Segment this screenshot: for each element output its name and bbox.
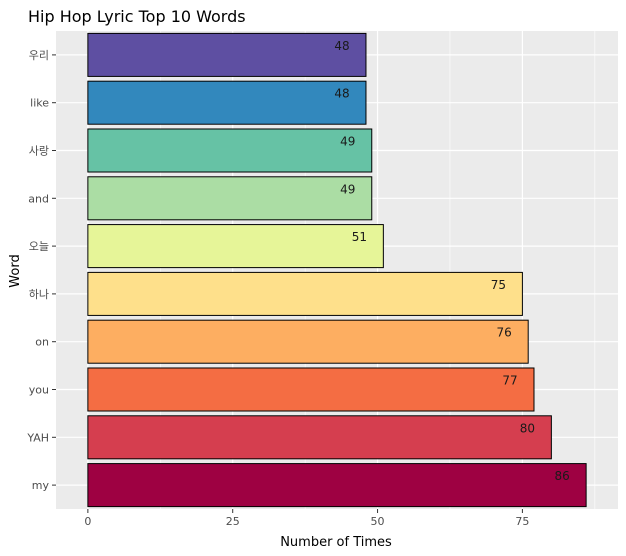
x-tick-label: 25 bbox=[226, 515, 240, 528]
data-label: 76 bbox=[497, 326, 512, 340]
y-tick-label: 하나 bbox=[29, 287, 49, 301]
data-label: 75 bbox=[491, 278, 506, 292]
bar bbox=[87, 80, 367, 125]
bar bbox=[87, 463, 587, 508]
y-tick-label: YAH bbox=[26, 431, 49, 444]
bar bbox=[87, 271, 523, 316]
x-tick-label: 0 bbox=[84, 515, 91, 528]
data-label: 48 bbox=[334, 39, 349, 53]
chart-title: Hip Hop Lyric Top 10 Words bbox=[28, 7, 246, 26]
bar bbox=[87, 415, 552, 460]
data-label: 86 bbox=[554, 469, 569, 483]
x-axis: 0 25 50 75 bbox=[84, 509, 529, 528]
y-tick-label: like bbox=[30, 97, 49, 110]
x-tick-label: 75 bbox=[515, 515, 529, 528]
data-label: 49 bbox=[340, 135, 355, 149]
y-tick-label: 우리 bbox=[29, 49, 49, 62]
bar bbox=[87, 32, 367, 77]
bar bbox=[87, 367, 535, 412]
x-tick-label: 50 bbox=[371, 515, 385, 528]
data-label: 80 bbox=[520, 421, 535, 435]
y-tick-label: 사랑 bbox=[29, 145, 49, 158]
bars: 48 48 49 49 51 75 76 77 80 86 bbox=[87, 32, 587, 508]
y-tick-label: and bbox=[28, 192, 49, 205]
data-label: 77 bbox=[502, 374, 517, 388]
data-label: 51 bbox=[352, 230, 367, 244]
bar bbox=[87, 128, 373, 173]
data-label: 48 bbox=[334, 87, 349, 101]
data-label: 49 bbox=[340, 182, 355, 196]
y-tick-label: you bbox=[29, 384, 49, 397]
y-tick-label: on bbox=[35, 336, 49, 349]
y-tick-label: my bbox=[32, 479, 50, 492]
y-axis-title: Word bbox=[8, 254, 23, 287]
bar bbox=[87, 176, 373, 221]
x-axis-title: Number of Times bbox=[280, 535, 392, 550]
bar bbox=[87, 319, 529, 364]
bar bbox=[87, 224, 384, 269]
y-tick-label: 오늘 bbox=[29, 240, 49, 253]
